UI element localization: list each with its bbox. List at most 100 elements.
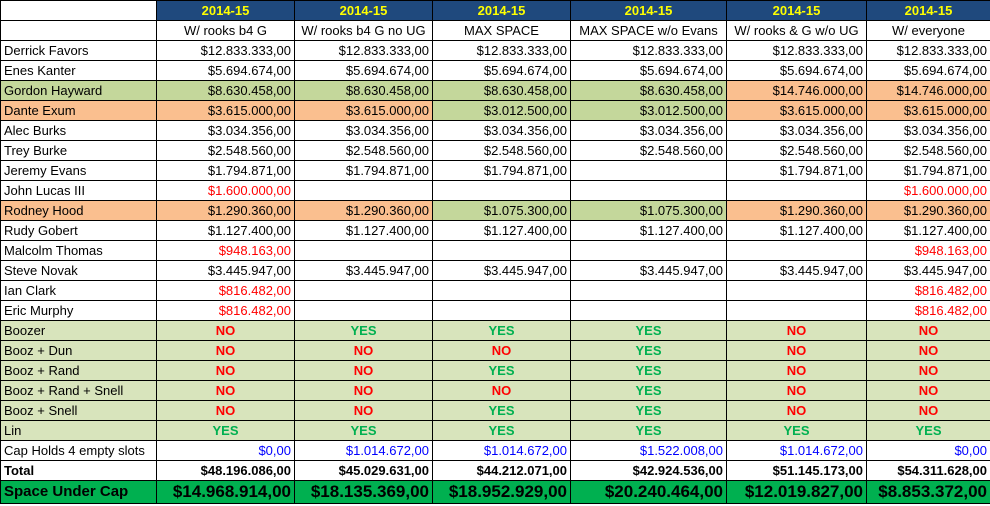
salary-cell[interactable]: $1.127.400,00 <box>726 220 867 241</box>
salary-cell[interactable] <box>432 180 571 201</box>
total-cell[interactable]: $45.029.631,00 <box>294 460 433 481</box>
option-flag-cell[interactable]: NO <box>866 320 990 341</box>
season-header-cell[interactable]: 2014-15 <box>866 0 990 21</box>
option-flag-cell[interactable]: YES <box>570 360 727 381</box>
salary-cell[interactable]: $14.746.000,00 <box>726 80 867 101</box>
row-label-header-cell[interactable] <box>0 20 157 41</box>
salary-cell[interactable] <box>570 280 727 301</box>
scenario-header-cell[interactable]: W/ rooks b4 G <box>156 20 295 41</box>
cap-hold-cell[interactable]: $1.522.008,00 <box>570 440 727 461</box>
salary-cell[interactable]: $1.794.871,00 <box>726 160 867 181</box>
option-flag-cell[interactable]: NO <box>866 360 990 381</box>
salary-cell[interactable]: $1.075.300,00 <box>570 200 727 221</box>
salary-cell[interactable]: $2.548.560,00 <box>156 140 295 161</box>
player-name-cell[interactable]: Ian Clark <box>0 280 157 301</box>
player-name-cell[interactable]: Jeremy Evans <box>0 160 157 181</box>
salary-cell[interactable]: $5.694.674,00 <box>156 60 295 81</box>
cap-hold-cell[interactable]: $1.014.672,00 <box>432 440 571 461</box>
salary-cell[interactable]: $1.127.400,00 <box>432 220 571 241</box>
space-under-cap-cell[interactable]: $18.135.369,00 <box>294 480 433 504</box>
option-flag-cell[interactable]: NO <box>294 340 433 361</box>
player-name-cell[interactable]: Dante Exum <box>0 100 157 121</box>
salary-cell[interactable] <box>432 240 571 261</box>
salary-cell[interactable]: $3.034.356,00 <box>726 120 867 141</box>
option-flag-cell[interactable]: YES <box>726 420 867 441</box>
salary-cell[interactable]: $1.290.360,00 <box>726 200 867 221</box>
salary-cell[interactable]: $12.833.333,00 <box>866 40 990 61</box>
salary-cell[interactable]: $3.445.947,00 <box>156 260 295 281</box>
salary-cell[interactable]: $3.034.356,00 <box>866 120 990 141</box>
cap-hold-cell[interactable]: $0,00 <box>866 440 990 461</box>
cap-hold-cell[interactable]: $0,00 <box>156 440 295 461</box>
option-flag-cell[interactable]: YES <box>570 340 727 361</box>
player-name-cell[interactable]: John Lucas III <box>0 180 157 201</box>
salary-cell[interactable]: $1.794.871,00 <box>156 160 295 181</box>
salary-cell[interactable]: $1.794.871,00 <box>294 160 433 181</box>
salary-cell[interactable] <box>570 160 727 181</box>
player-name-cell[interactable]: Rodney Hood <box>0 200 157 221</box>
salary-cell[interactable]: $5.694.674,00 <box>726 60 867 81</box>
salary-cell[interactable]: $2.548.560,00 <box>866 140 990 161</box>
salary-cell[interactable] <box>726 280 867 301</box>
salary-cell[interactable]: $1.127.400,00 <box>156 220 295 241</box>
salary-cell[interactable]: $2.548.560,00 <box>726 140 867 161</box>
corner-cell[interactable] <box>0 0 157 21</box>
total-cell[interactable]: $51.145.173,00 <box>726 460 867 481</box>
salary-cell[interactable]: $3.445.947,00 <box>866 260 990 281</box>
option-flag-cell[interactable]: NO <box>294 360 433 381</box>
salary-cell[interactable]: $1.600.000,00 <box>866 180 990 201</box>
salary-cell[interactable]: $3.445.947,00 <box>726 260 867 281</box>
option-flag-cell[interactable]: YES <box>432 420 571 441</box>
salary-cell[interactable]: $3.445.947,00 <box>570 260 727 281</box>
option-flag-cell[interactable]: NO <box>156 380 295 401</box>
option-name-cell[interactable]: Booz + Rand + Snell <box>0 380 157 401</box>
salary-cell[interactable]: $12.833.333,00 <box>570 40 727 61</box>
player-name-cell[interactable]: Trey Burke <box>0 140 157 161</box>
option-name-cell[interactable]: Boozer <box>0 320 157 341</box>
player-name-cell[interactable]: Eric Murphy <box>0 300 157 321</box>
total-cell[interactable]: $54.311.628,00 <box>866 460 990 481</box>
salary-cell[interactable] <box>294 180 433 201</box>
scenario-header-cell[interactable]: W/ everyone <box>866 20 990 41</box>
salary-cell[interactable]: $3.034.356,00 <box>294 120 433 141</box>
player-name-cell[interactable]: Gordon Hayward <box>0 80 157 101</box>
season-header-cell[interactable]: 2014-15 <box>156 0 295 21</box>
option-name-cell[interactable]: Lin <box>0 420 157 441</box>
salary-cell[interactable] <box>726 300 867 321</box>
option-flag-cell[interactable]: NO <box>726 360 867 381</box>
salary-cell[interactable]: $2.548.560,00 <box>294 140 433 161</box>
player-name-cell[interactable]: Steve Novak <box>0 260 157 281</box>
salary-cell[interactable]: $3.012.500,00 <box>432 100 571 121</box>
scenario-header-cell[interactable]: W/ rooks b4 G no UG <box>294 20 433 41</box>
scenario-header-cell[interactable]: W/ rooks & G w/o UG <box>726 20 867 41</box>
salary-cell[interactable]: $5.694.674,00 <box>294 60 433 81</box>
salary-cell[interactable]: $816.482,00 <box>866 300 990 321</box>
salary-cell[interactable]: $8.630.458,00 <box>156 80 295 101</box>
option-flag-cell[interactable]: YES <box>432 400 571 421</box>
space-under-cap-cell[interactable]: $14.968.914,00 <box>156 480 295 504</box>
salary-cell[interactable]: $1.600.000,00 <box>156 180 295 201</box>
player-name-cell[interactable]: Derrick Favors <box>0 40 157 61</box>
option-flag-cell[interactable]: NO <box>866 400 990 421</box>
option-flag-cell[interactable]: YES <box>570 400 727 421</box>
option-name-cell[interactable]: Booz + Snell <box>0 400 157 421</box>
option-flag-cell[interactable]: YES <box>866 420 990 441</box>
total-cell[interactable]: $44.212.071,00 <box>432 460 571 481</box>
option-flag-cell[interactable]: NO <box>294 400 433 421</box>
option-flag-cell[interactable]: YES <box>294 420 433 441</box>
option-flag-cell[interactable]: YES <box>570 420 727 441</box>
scenario-header-cell[interactable]: MAX SPACE w/o Evans <box>570 20 727 41</box>
salary-cell[interactable]: $3.445.947,00 <box>432 260 571 281</box>
salary-cell[interactable]: $3.034.356,00 <box>570 120 727 141</box>
option-flag-cell[interactable]: NO <box>866 340 990 361</box>
salary-cell[interactable] <box>294 240 433 261</box>
salary-cell[interactable]: $1.127.400,00 <box>866 220 990 241</box>
salary-cell[interactable]: $14.746.000,00 <box>866 80 990 101</box>
salary-cell[interactable] <box>294 280 433 301</box>
salary-cell[interactable]: $948.163,00 <box>156 240 295 261</box>
space-under-cap-cell[interactable]: $18.952.929,00 <box>432 480 571 504</box>
season-header-cell[interactable]: 2014-15 <box>726 0 867 21</box>
option-flag-cell[interactable]: NO <box>432 340 571 361</box>
option-flag-cell[interactable]: NO <box>156 320 295 341</box>
option-flag-cell[interactable]: NO <box>432 380 571 401</box>
